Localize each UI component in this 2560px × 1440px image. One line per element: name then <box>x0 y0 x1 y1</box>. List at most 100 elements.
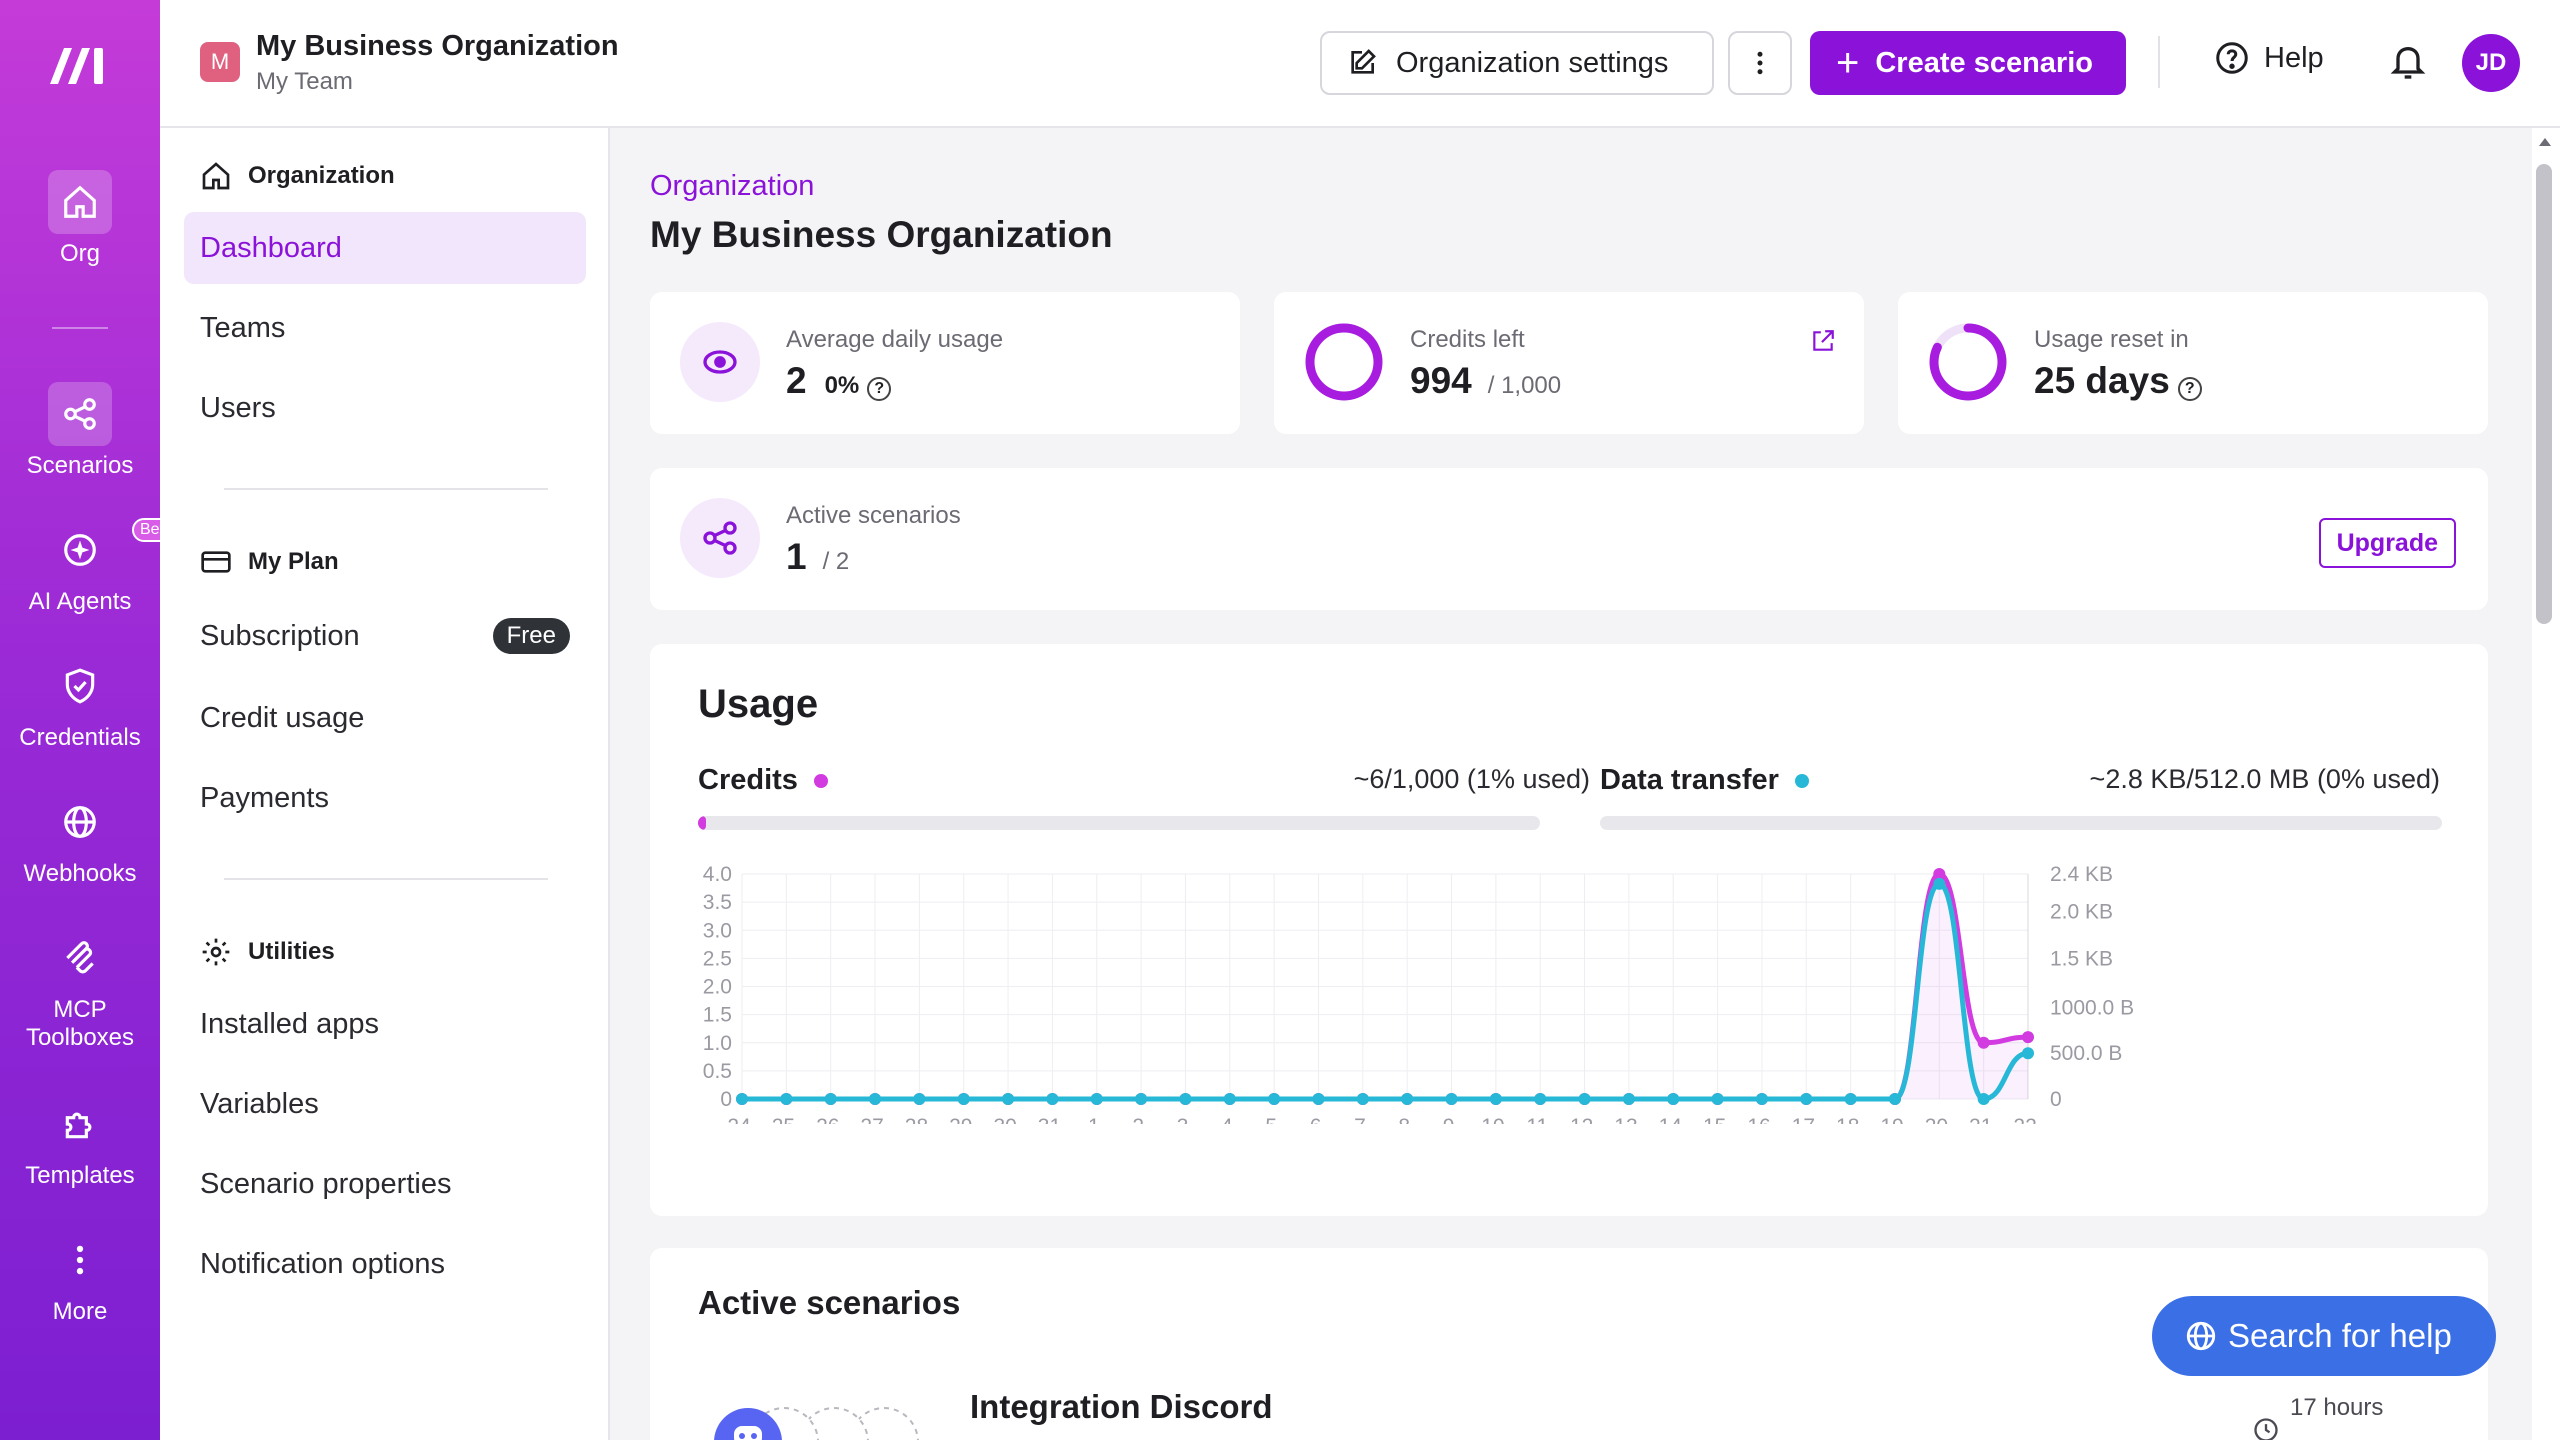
y-left-tick-label: 2.0 <box>703 976 732 999</box>
x-tick-label: 1. <box>1088 1115 1106 1124</box>
credits-point <box>1933 868 1946 880</box>
data-transfer-point <box>1002 1093 1015 1105</box>
make-logo-icon[interactable] <box>48 40 112 90</box>
sidebar-item-credit-usage[interactable]: Credit usage <box>200 701 365 734</box>
sidebar-item-variables[interactable]: Variables <box>200 1087 319 1120</box>
org-name[interactable]: My Business Organization <box>256 30 619 62</box>
sidebar-item-notification-options[interactable]: Notification options <box>200 1247 446 1280</box>
home-icon <box>48 170 112 234</box>
data-transfer-point <box>1667 1093 1680 1105</box>
sidebar-item-subscription[interactable]: Subscription Free <box>184 600 586 672</box>
more-vertical-icon <box>48 1228 112 1292</box>
credits-metric: Credits <box>698 764 828 797</box>
data-transfer-point <box>1401 1093 1414 1105</box>
rail-item-label: Templates <box>25 1162 135 1189</box>
mcp-icon <box>48 926 112 990</box>
x-tick-label: 25. <box>772 1115 801 1124</box>
data-transfer-point <box>1135 1093 1148 1105</box>
page-scrollbar[interactable] <box>2532 128 2560 1440</box>
data-transfer-usage-value: ~2.8 KB/512.0 MB (0% used) <box>2089 764 2440 794</box>
y-left-tick-label: 1.0 <box>703 1032 732 1055</box>
x-tick-label: 30. <box>993 1115 1022 1124</box>
organization-settings-label: Organization settings <box>1396 46 1669 79</box>
data-transfer-point <box>1445 1093 1458 1105</box>
rail-item-org[interactable]: Org <box>0 170 160 268</box>
help-circle-icon[interactable]: ? <box>867 377 892 401</box>
stat-label: Credits left <box>1410 326 1525 353</box>
y-right-tick-label: 2.0 KB <box>2050 901 2113 924</box>
rail-item-mcp-toolboxes[interactable]: MCP Toolboxes <box>0 926 160 1052</box>
sidebar-item-users[interactable]: Users <box>200 391 276 424</box>
data-transfer-point <box>1844 1093 1857 1105</box>
data-transfer-legend-dot <box>1794 773 1809 788</box>
scenario-app-icons <box>714 1407 919 1440</box>
usage-chart: 4.03.53.02.52.01.51.00.502.4 KB2.0 KB1.5… <box>703 863 2134 1124</box>
rail-item-more[interactable]: More <box>0 1228 160 1326</box>
eye-icon <box>680 322 760 402</box>
y-right-tick-label: 1.5 KB <box>2050 947 2113 970</box>
left-rail: Org Scenarios Beta AI Agents Credentials… <box>0 0 181 1440</box>
top-bar-divider <box>2158 36 2160 88</box>
external-link-icon[interactable] <box>1810 328 1836 354</box>
sidebar-item-installed-apps[interactable]: Installed apps <box>200 1007 379 1040</box>
search-for-help-button[interactable]: Search for help <box>2152 1296 2496 1376</box>
x-tick-label: 21. <box>1969 1115 1998 1124</box>
edit-icon <box>1351 49 1376 74</box>
data-transfer-point <box>1977 1093 1990 1105</box>
share-icon <box>680 498 760 578</box>
data-transfer-point <box>913 1093 926 1105</box>
help-button[interactable]: Help <box>2214 40 2324 76</box>
top-bar: M My Business Organization My Team Organ… <box>160 0 2560 128</box>
sidebar-item-teams[interactable]: Teams <box>200 311 286 344</box>
data-transfer-progress-bar <box>1600 816 2442 830</box>
usage-title: Usage <box>698 682 819 726</box>
globe-icon <box>2186 1321 2216 1351</box>
scenario-name[interactable]: Integration Discord <box>970 1388 1273 1425</box>
team-name[interactable]: My Team <box>256 68 353 95</box>
active-scenarios-card: Active scenarios 1 / 2 Upgrade <box>650 468 2488 610</box>
scroll-up-arrow-icon[interactable] <box>2538 136 2552 148</box>
main-content: Organization My Business Organization Av… <box>612 128 2532 1440</box>
help-circle-icon[interactable]: ? <box>2177 377 2202 401</box>
y-left-tick-label: 3.5 <box>703 891 732 914</box>
sidebar-item-dashboard[interactable]: Dashboard <box>184 212 586 284</box>
more-options-button[interactable] <box>1728 31 1792 95</box>
y-right-tick-label: 500.0 B <box>2050 1042 2122 1065</box>
organization-settings-button[interactable]: Organization settings <box>1320 31 1714 95</box>
x-tick-label: 17. <box>1792 1115 1821 1124</box>
bell-icon[interactable] <box>2388 42 2428 82</box>
y-left-tick-label: 1.5 <box>703 1004 732 1027</box>
user-avatar[interactable]: JD <box>2462 34 2520 92</box>
create-scenario-button[interactable]: + Create scenario <box>1810 31 2126 95</box>
data-transfer-point <box>1534 1093 1547 1105</box>
sidebar-divider <box>224 878 548 880</box>
data-transfer-point <box>736 1093 748 1105</box>
clock-icon <box>2254 1418 2278 1440</box>
sidebar-item-payments[interactable]: Payments <box>200 781 329 814</box>
upgrade-button[interactable]: Upgrade <box>2318 518 2456 568</box>
breadcrumb[interactable]: Organization <box>650 170 815 202</box>
rail-item-scenarios[interactable]: Scenarios <box>0 382 160 480</box>
data-transfer-point <box>957 1093 970 1105</box>
credits-usage-value: ~6/1,000 (1% used) <box>1353 764 1590 794</box>
data-transfer-point <box>1578 1093 1591 1105</box>
scrollbar-thumb[interactable] <box>2536 164 2552 624</box>
rail-item-ai-agents[interactable]: Beta AI Agents <box>0 518 181 616</box>
org-avatar[interactable]: M <box>200 42 240 82</box>
rail-item-credentials[interactable]: Credentials <box>0 654 160 752</box>
x-tick-label: 20. <box>1925 1115 1954 1124</box>
rail-divider <box>52 327 108 329</box>
sidebar-item-scenario-properties[interactable]: Scenario properties <box>200 1167 452 1200</box>
page-title: My Business Organization <box>650 214 1113 255</box>
rail-item-webhooks[interactable]: Webhooks <box>0 790 160 888</box>
usage-reset-ring <box>1929 323 2007 401</box>
credits-progress-fill <box>698 816 707 830</box>
data-transfer-point <box>1312 1093 1325 1105</box>
x-tick-label: 14. <box>1659 1115 1688 1124</box>
x-tick-label: 7. <box>1354 1115 1372 1124</box>
x-tick-label: 29. <box>949 1115 978 1124</box>
data-transfer-point <box>1046 1093 1059 1105</box>
y-right-tick-label: 0 <box>2050 1088 2062 1111</box>
sidebar-divider <box>224 488 548 490</box>
rail-item-templates[interactable]: Templates <box>0 1092 160 1190</box>
